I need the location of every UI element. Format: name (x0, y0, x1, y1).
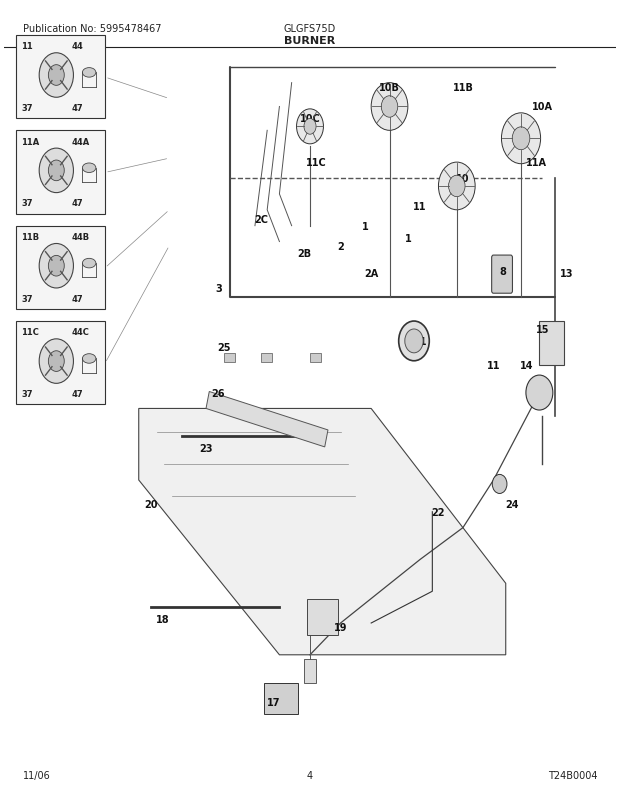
Bar (16, 322, 105, 405)
Text: 11A: 11A (21, 137, 40, 147)
Text: 20: 20 (144, 499, 157, 509)
Circle shape (405, 330, 423, 354)
Circle shape (526, 375, 553, 411)
Bar (310, 354, 321, 363)
Text: 11C: 11C (306, 158, 327, 168)
Text: 37: 37 (21, 390, 33, 399)
Text: 11B: 11B (453, 83, 473, 92)
Bar (16, 226, 105, 310)
Circle shape (39, 54, 73, 98)
Text: 2: 2 (337, 241, 344, 251)
Text: 47: 47 (71, 104, 83, 113)
Circle shape (381, 96, 398, 118)
Text: 21: 21 (414, 337, 427, 346)
Text: 13: 13 (560, 269, 574, 279)
Circle shape (438, 163, 475, 210)
Circle shape (512, 128, 530, 151)
Text: 44A: 44A (71, 137, 90, 147)
Text: 44B: 44B (71, 233, 89, 241)
Text: 18: 18 (156, 614, 170, 624)
Ellipse shape (82, 354, 96, 364)
Text: 2C: 2C (254, 215, 268, 225)
Text: 10: 10 (456, 174, 470, 184)
Text: 2A: 2A (364, 269, 378, 279)
Ellipse shape (82, 164, 96, 173)
Bar (304, 659, 316, 683)
Text: 44C: 44C (71, 328, 89, 337)
Text: 8: 8 (499, 266, 506, 277)
Text: 2B: 2B (297, 249, 311, 259)
Text: 11B: 11B (21, 233, 40, 241)
Bar (206, 392, 328, 448)
Text: 10A: 10A (532, 103, 553, 112)
Text: 19: 19 (334, 622, 347, 632)
Circle shape (502, 114, 541, 164)
Text: 44: 44 (71, 43, 83, 51)
Text: 47: 47 (71, 199, 83, 209)
Circle shape (304, 119, 316, 135)
Bar (16, 36, 105, 119)
Circle shape (296, 110, 324, 144)
Polygon shape (139, 409, 506, 655)
Circle shape (371, 83, 408, 132)
Bar (224, 354, 236, 363)
Text: Publication No: 5995478467: Publication No: 5995478467 (22, 24, 161, 34)
Text: 3: 3 (215, 283, 221, 294)
Text: 11C: 11C (21, 328, 39, 337)
Text: 15: 15 (536, 325, 549, 334)
Bar (16, 132, 105, 214)
Text: 4: 4 (307, 771, 313, 780)
Bar (539, 322, 564, 365)
Text: 37: 37 (21, 294, 33, 303)
Text: 1: 1 (404, 233, 411, 243)
Bar (261, 354, 272, 363)
Text: BURNER: BURNER (285, 36, 335, 46)
Text: 25: 25 (218, 342, 231, 353)
Text: 10C: 10C (299, 114, 321, 124)
Text: T24B0004: T24B0004 (548, 771, 598, 780)
Text: 11: 11 (487, 360, 500, 371)
Circle shape (39, 149, 73, 193)
Text: 11/06: 11/06 (22, 771, 50, 780)
Circle shape (48, 66, 64, 87)
Text: 47: 47 (71, 294, 83, 303)
Text: 11: 11 (21, 43, 33, 51)
Circle shape (492, 475, 507, 494)
Circle shape (48, 256, 64, 277)
Text: 37: 37 (21, 104, 33, 113)
Text: 10B: 10B (379, 83, 400, 92)
Circle shape (448, 176, 465, 197)
Ellipse shape (82, 68, 96, 78)
Text: GLGFS75D: GLGFS75D (284, 24, 336, 34)
Bar (264, 683, 298, 715)
Circle shape (48, 161, 64, 181)
Text: 22: 22 (432, 507, 445, 517)
Text: 26: 26 (211, 388, 225, 398)
Text: 14: 14 (520, 360, 534, 371)
FancyBboxPatch shape (492, 256, 513, 294)
Circle shape (48, 351, 64, 372)
Text: 1: 1 (361, 221, 368, 232)
Text: 37: 37 (21, 199, 33, 209)
Circle shape (39, 339, 73, 384)
Circle shape (39, 244, 73, 289)
Ellipse shape (82, 259, 96, 269)
Text: 23: 23 (199, 444, 213, 454)
Text: 17: 17 (267, 698, 280, 707)
Circle shape (399, 322, 429, 362)
Bar (307, 599, 337, 635)
Text: 11A: 11A (526, 158, 547, 168)
Text: 24: 24 (505, 499, 518, 509)
Text: 11: 11 (414, 201, 427, 212)
Text: 47: 47 (71, 390, 83, 399)
